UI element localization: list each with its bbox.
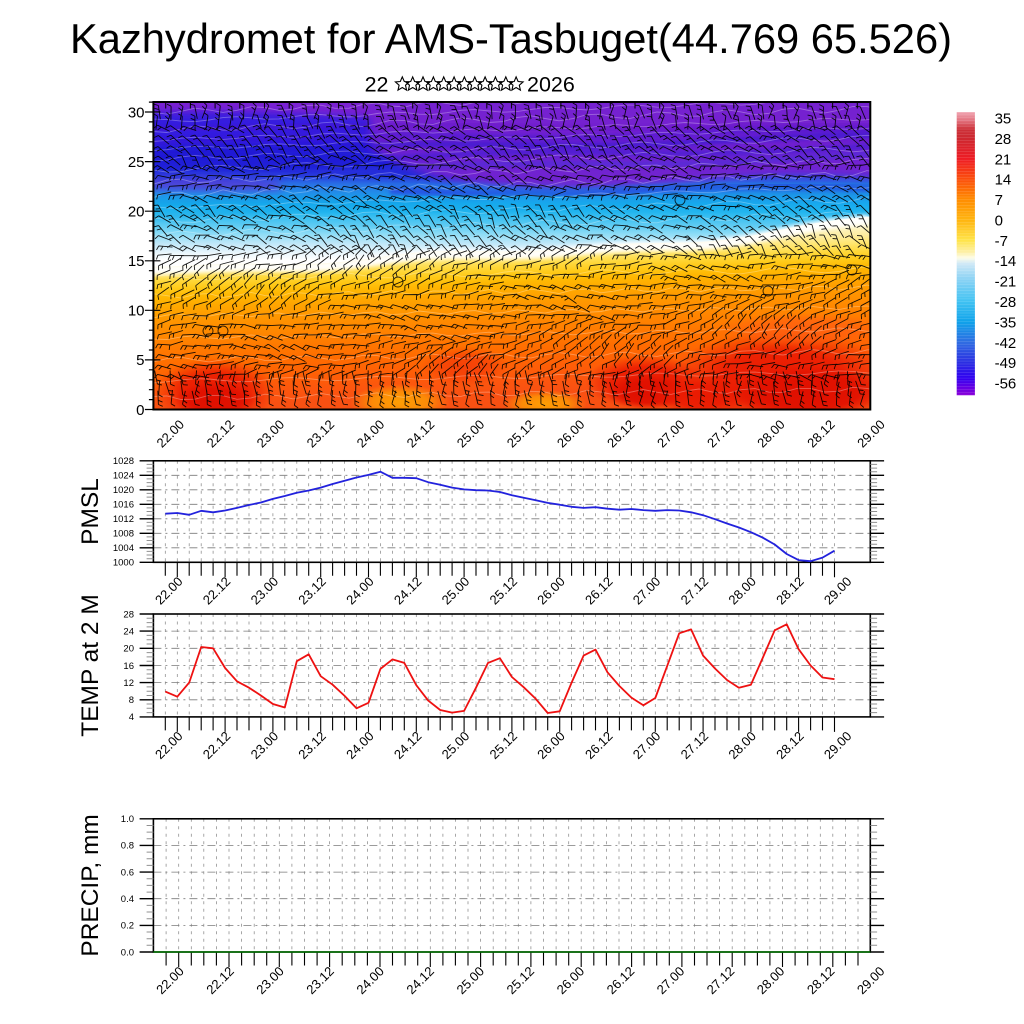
svg-text:1024: 1024 — [113, 471, 134, 482]
svg-text:22: 22 — [365, 73, 389, 97]
svg-text:0.2: 0.2 — [121, 921, 134, 932]
svg-text:21: 21 — [995, 151, 1012, 168]
svg-text:-21: -21 — [995, 274, 1017, 291]
svg-text:24: 24 — [123, 626, 134, 637]
svg-text:0.8: 0.8 — [121, 841, 134, 852]
svg-text:0.0: 0.0 — [121, 947, 134, 958]
svg-text:2026: 2026 — [527, 73, 575, 97]
svg-text:15: 15 — [128, 253, 145, 270]
svg-text:-49: -49 — [995, 355, 1017, 372]
svg-text:25: 25 — [128, 154, 145, 171]
svg-text:-42: -42 — [995, 335, 1017, 352]
svg-text:0.4: 0.4 — [121, 894, 134, 905]
svg-text:1004: 1004 — [113, 543, 134, 554]
svg-text:10: 10 — [128, 303, 145, 320]
svg-text:5: 5 — [136, 352, 144, 369]
svg-text:-14: -14 — [995, 253, 1017, 270]
svg-text:4: 4 — [129, 712, 134, 723]
svg-text:-56: -56 — [995, 376, 1017, 393]
svg-text:16: 16 — [123, 661, 134, 672]
svg-text:-7: -7 — [995, 233, 1008, 250]
svg-text:7: 7 — [995, 192, 1003, 209]
svg-text:1016: 1016 — [113, 500, 134, 511]
svg-text:-28: -28 — [995, 294, 1017, 311]
svg-text:28: 28 — [123, 609, 134, 620]
svg-text:1020: 1020 — [113, 485, 134, 496]
svg-text:1028: 1028 — [113, 456, 134, 467]
svg-text:PMSL: PMSL — [77, 478, 104, 545]
svg-text:8: 8 — [129, 695, 134, 706]
svg-text:20: 20 — [123, 644, 134, 655]
svg-text:0: 0 — [136, 402, 144, 419]
svg-text:0.6: 0.6 — [121, 867, 134, 878]
svg-text:TEMP at 2 M: TEMP at 2 M — [77, 594, 104, 737]
svg-text:35: 35 — [995, 111, 1012, 128]
svg-text:20: 20 — [128, 204, 145, 221]
svg-text:14: 14 — [995, 172, 1012, 189]
svg-text:1000: 1000 — [113, 558, 134, 569]
svg-text:-35: -35 — [995, 314, 1017, 331]
svg-text:PRECIP, mm: PRECIP, mm — [77, 814, 104, 957]
svg-text:1012: 1012 — [113, 514, 134, 525]
svg-text:12: 12 — [123, 678, 134, 689]
svg-text:0: 0 — [995, 213, 1003, 230]
svg-text:Kazhydromet for AMS-Tasbuget(4: Kazhydromet for AMS-Tasbuget(44.769 65.5… — [70, 15, 952, 62]
svg-text:30: 30 — [128, 104, 145, 121]
svg-text:1.0: 1.0 — [121, 814, 134, 825]
svg-text:28: 28 — [995, 131, 1012, 148]
svg-text:1008: 1008 — [113, 529, 134, 540]
